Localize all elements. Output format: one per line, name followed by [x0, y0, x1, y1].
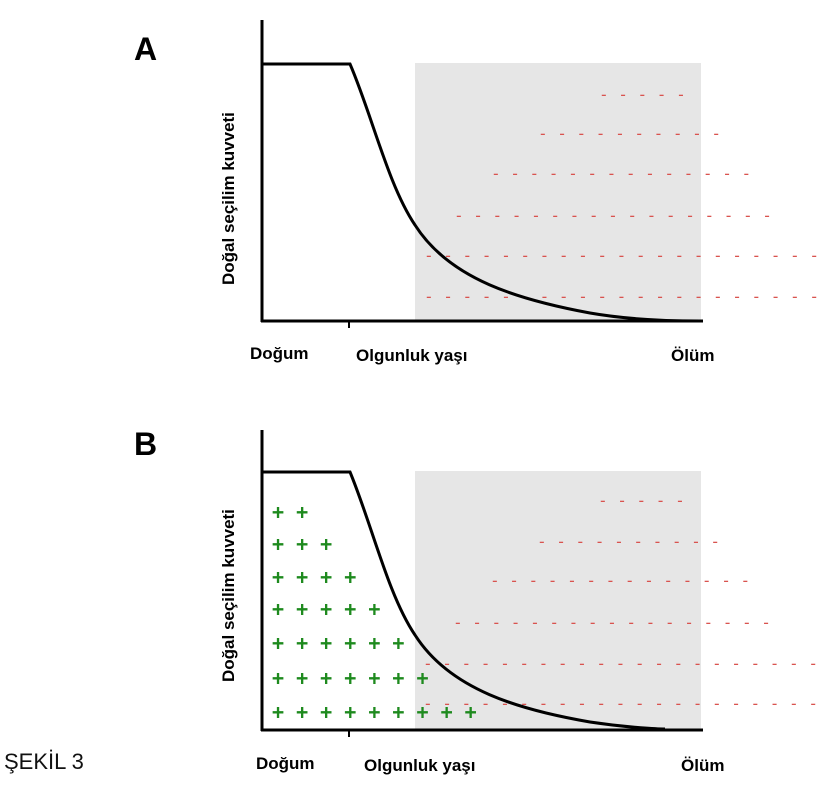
minus-row: - - - - - - - - - - - - - - - - - - - - …	[424, 246, 819, 265]
plus-row: + + +	[272, 532, 332, 556]
minus-row: - - - - - - - - - - - - - - - - -	[454, 206, 772, 225]
x-label-maturity: Olgunluk yaşı	[364, 756, 475, 775]
plus-row: + + + + + + + + +	[272, 700, 477, 724]
selection-force-curve	[262, 470, 666, 731]
x-label-birth: Doğum	[250, 344, 309, 363]
x-label-birth: Doğum	[256, 754, 315, 773]
minus-row: - - - - -	[598, 491, 685, 510]
figure-caption: ŞEKİL 3	[4, 749, 84, 774]
minus-row: - - - - -	[599, 85, 686, 104]
panel-letter: B	[134, 426, 157, 462]
plus-row: + + + +	[272, 565, 356, 589]
x-label-maturity: Olgunluk yaşı	[356, 346, 467, 365]
post-maturity-shade	[415, 471, 701, 730]
minus-row: - - - - - - - - - -	[538, 124, 721, 143]
post-maturity-shade	[415, 63, 701, 321]
x-label-death: Ölüm	[671, 346, 714, 365]
plus-row: + + + + + +	[272, 631, 404, 655]
selection-force-curve	[262, 62, 701, 323]
minus-row: - - - - - - - - - - - - - -	[491, 164, 751, 183]
minus-row: - - - - - - - - - - - - - - - - - - - - …	[423, 654, 818, 673]
minus-row: - - - - - - - - - - - - - - - - - - - - …	[424, 287, 819, 306]
plus-row: + + + + + + +	[272, 666, 429, 690]
minus-row: - - - - - - - - - - - - - - - - -	[453, 613, 771, 632]
minus-row: - - - - - - - - - - - - - - - - - - - - …	[423, 694, 818, 713]
panel-letter: A	[134, 31, 157, 67]
panel-a: A Doğal seçilim kuvveti - - - - - - - - …	[134, 20, 819, 365]
y-axis-label: Doğal seçilim kuvveti	[219, 112, 238, 285]
minus-row: - - - - - - - - - -	[537, 532, 720, 551]
y-axis-label: Doğal seçilim kuvveti	[219, 509, 238, 682]
panel-b: B Doğal seçilim kuvveti - - - - - - - - …	[134, 426, 818, 775]
plus-row: + +	[272, 500, 308, 524]
x-label-death: Ölüm	[681, 756, 724, 775]
plus-row: + + + + +	[272, 597, 380, 621]
minus-row: - - - - - - - - - - - - - -	[490, 571, 750, 590]
